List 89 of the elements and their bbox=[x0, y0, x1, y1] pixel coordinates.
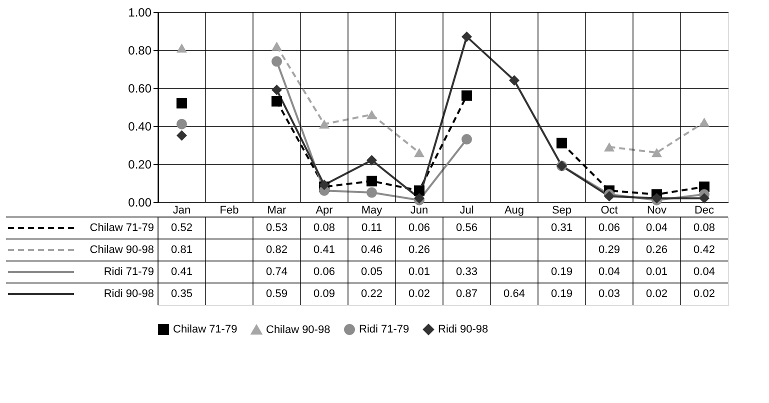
data-label: 0.82 bbox=[266, 244, 288, 256]
data-label: 0.31 bbox=[551, 222, 572, 234]
legend-label: Ridi 90-98 bbox=[438, 324, 488, 336]
data-label: 0.87 bbox=[456, 288, 478, 300]
y-tick-label: 0.80 bbox=[128, 44, 152, 58]
y-tick-label: 0.60 bbox=[128, 82, 152, 96]
point bbox=[272, 96, 282, 107]
point bbox=[604, 142, 614, 152]
data-label: 0.04 bbox=[646, 222, 668, 234]
point bbox=[699, 192, 710, 204]
data-label: 0.08 bbox=[694, 222, 715, 234]
y-tick-label: 0.40 bbox=[128, 120, 152, 134]
data-label: 0.59 bbox=[266, 288, 288, 300]
data-label: 0.26 bbox=[646, 244, 668, 256]
point bbox=[272, 84, 282, 96]
data-label: 0.11 bbox=[361, 222, 382, 234]
data-label: 0.02 bbox=[694, 288, 715, 300]
data-label: 0.41 bbox=[314, 244, 335, 256]
point bbox=[699, 118, 710, 127]
x-tick-label: Aug bbox=[504, 204, 524, 216]
point bbox=[462, 31, 472, 42]
data-label: 0.35 bbox=[171, 288, 192, 300]
point bbox=[509, 75, 520, 86]
data-label: 0.02 bbox=[408, 288, 430, 300]
x-tick-label: Jul bbox=[460, 204, 474, 216]
data-label: 0.05 bbox=[361, 266, 382, 278]
point bbox=[176, 98, 187, 108]
point bbox=[366, 110, 377, 120]
legend-label: Chilaw 90-98 bbox=[266, 324, 330, 336]
data-label: 0.03 bbox=[598, 288, 620, 300]
x-tick-label: Sep bbox=[552, 204, 572, 216]
point bbox=[414, 185, 424, 196]
data-label: 0.04 bbox=[598, 266, 620, 278]
point bbox=[556, 138, 567, 148]
data-label: 0.41 bbox=[171, 266, 192, 278]
legend-label: Ridi 71-79 bbox=[359, 324, 410, 336]
data-label: 0.52 bbox=[171, 222, 192, 234]
legend-label: Chilaw 71-79 bbox=[173, 324, 238, 336]
data-label: 0.01 bbox=[408, 266, 430, 278]
x-tick-label: Feb bbox=[220, 204, 239, 216]
data-label: 0.33 bbox=[456, 266, 478, 278]
point bbox=[366, 187, 377, 198]
point bbox=[176, 118, 187, 130]
point bbox=[652, 148, 662, 158]
x-tick-label: Jun bbox=[410, 204, 428, 216]
data-label: 0.09 bbox=[314, 288, 335, 300]
y-tick-label: 0.00 bbox=[128, 196, 152, 210]
point bbox=[462, 90, 472, 101]
text: Ridi 90-98 bbox=[104, 288, 154, 300]
point bbox=[272, 42, 282, 51]
point bbox=[176, 130, 187, 141]
data-label: 0.64 bbox=[504, 288, 525, 300]
text: Ridi 71-79 bbox=[104, 266, 154, 278]
y-tick-label: 1.00 bbox=[128, 6, 152, 20]
x-tick-label: Dec bbox=[694, 204, 715, 216]
data-label: 0.46 bbox=[361, 244, 382, 256]
data-label: 0.19 bbox=[551, 288, 572, 300]
data-label: 0.56 bbox=[456, 222, 478, 234]
x-tick-label: Apr bbox=[316, 204, 334, 216]
text: Chilaw 90-98 bbox=[90, 244, 154, 256]
data-label: 0.01 bbox=[646, 266, 668, 278]
data-label: 0.06 bbox=[314, 266, 335, 278]
data-label: 0.19 bbox=[551, 266, 572, 278]
point bbox=[414, 148, 424, 158]
data-label: 0.04 bbox=[694, 266, 715, 278]
data-label: 0.26 bbox=[408, 244, 430, 256]
data-label: 0.74 bbox=[266, 266, 288, 278]
x-tick-label: Nov bbox=[646, 204, 668, 216]
point bbox=[366, 154, 377, 166]
data-label: 0.22 bbox=[361, 288, 382, 300]
data-label: 0.06 bbox=[598, 222, 620, 234]
data-label: 0.06 bbox=[408, 222, 430, 234]
x-tick-label: Jan bbox=[172, 204, 191, 216]
point bbox=[272, 56, 282, 67]
point bbox=[366, 176, 377, 186]
x-tick-label: Oct bbox=[600, 204, 618, 216]
y-tick-label: 0.20 bbox=[128, 158, 152, 172]
text: Chilaw 71-79 bbox=[90, 222, 154, 234]
data-label: 0.81 bbox=[171, 244, 192, 256]
x-tick-label: Mar bbox=[267, 204, 287, 216]
point bbox=[176, 44, 187, 53]
point bbox=[462, 134, 472, 145]
x-tick-label: May bbox=[361, 204, 383, 216]
data-label: 0.53 bbox=[266, 222, 288, 234]
data-label: 0.02 bbox=[646, 288, 668, 300]
point bbox=[319, 120, 330, 129]
data-label: 0.42 bbox=[694, 244, 715, 256]
data-label: 0.29 bbox=[598, 244, 620, 256]
data-label: 0.08 bbox=[314, 222, 335, 234]
